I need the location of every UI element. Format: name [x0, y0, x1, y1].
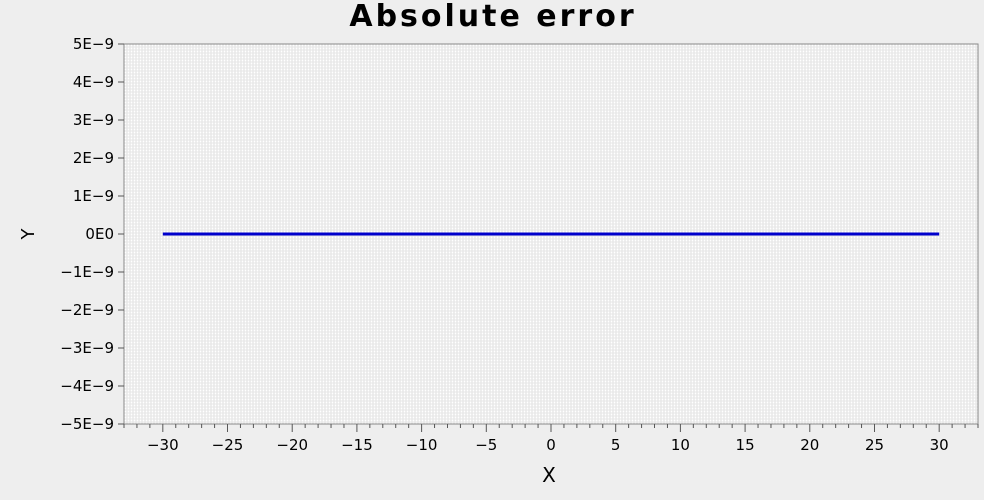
y-tick-label: −1E−9 [60, 263, 114, 281]
plot-area: −30 −25 −20 −15 −10 −5 0 5 10 15 20 25 30 5E−9 4E−9 3E−… [60, 35, 979, 454]
y-tick-label: 1E−9 [73, 187, 114, 205]
x-tick-label: −10 [406, 436, 438, 454]
x-tick-label: −30 [147, 436, 179, 454]
x-axis-label: X [542, 463, 556, 487]
x-tick-label: 10 [671, 436, 690, 454]
y-tick-label: −4E−9 [60, 377, 114, 395]
y-tick-label: 0E0 [85, 225, 114, 243]
x-tick-label: −15 [341, 436, 373, 454]
x-tick-label: −25 [212, 436, 244, 454]
chart-title: Absolute error [349, 0, 636, 34]
y-tick-label: −2E−9 [60, 301, 114, 319]
y-tick-label: −3E−9 [60, 339, 114, 357]
x-tick-label: 30 [930, 436, 949, 454]
x-tick-label: 20 [800, 436, 819, 454]
y-tick-label: 4E−9 [73, 73, 114, 91]
y-tick-label: 3E−9 [73, 111, 114, 129]
y-tick-label: 2E−9 [73, 149, 114, 167]
x-tick-label: 15 [736, 436, 755, 454]
x-tick-label: −5 [475, 436, 497, 454]
x-tick-label: 25 [865, 436, 884, 454]
y-axis-label: Y [18, 228, 39, 241]
y-tick-label: 5E−9 [73, 35, 114, 53]
x-tick-label: −20 [276, 436, 308, 454]
x-tick-label: 5 [611, 436, 621, 454]
x-tick-label: 0 [546, 436, 556, 454]
y-tick-label: −5E−9 [60, 415, 114, 433]
